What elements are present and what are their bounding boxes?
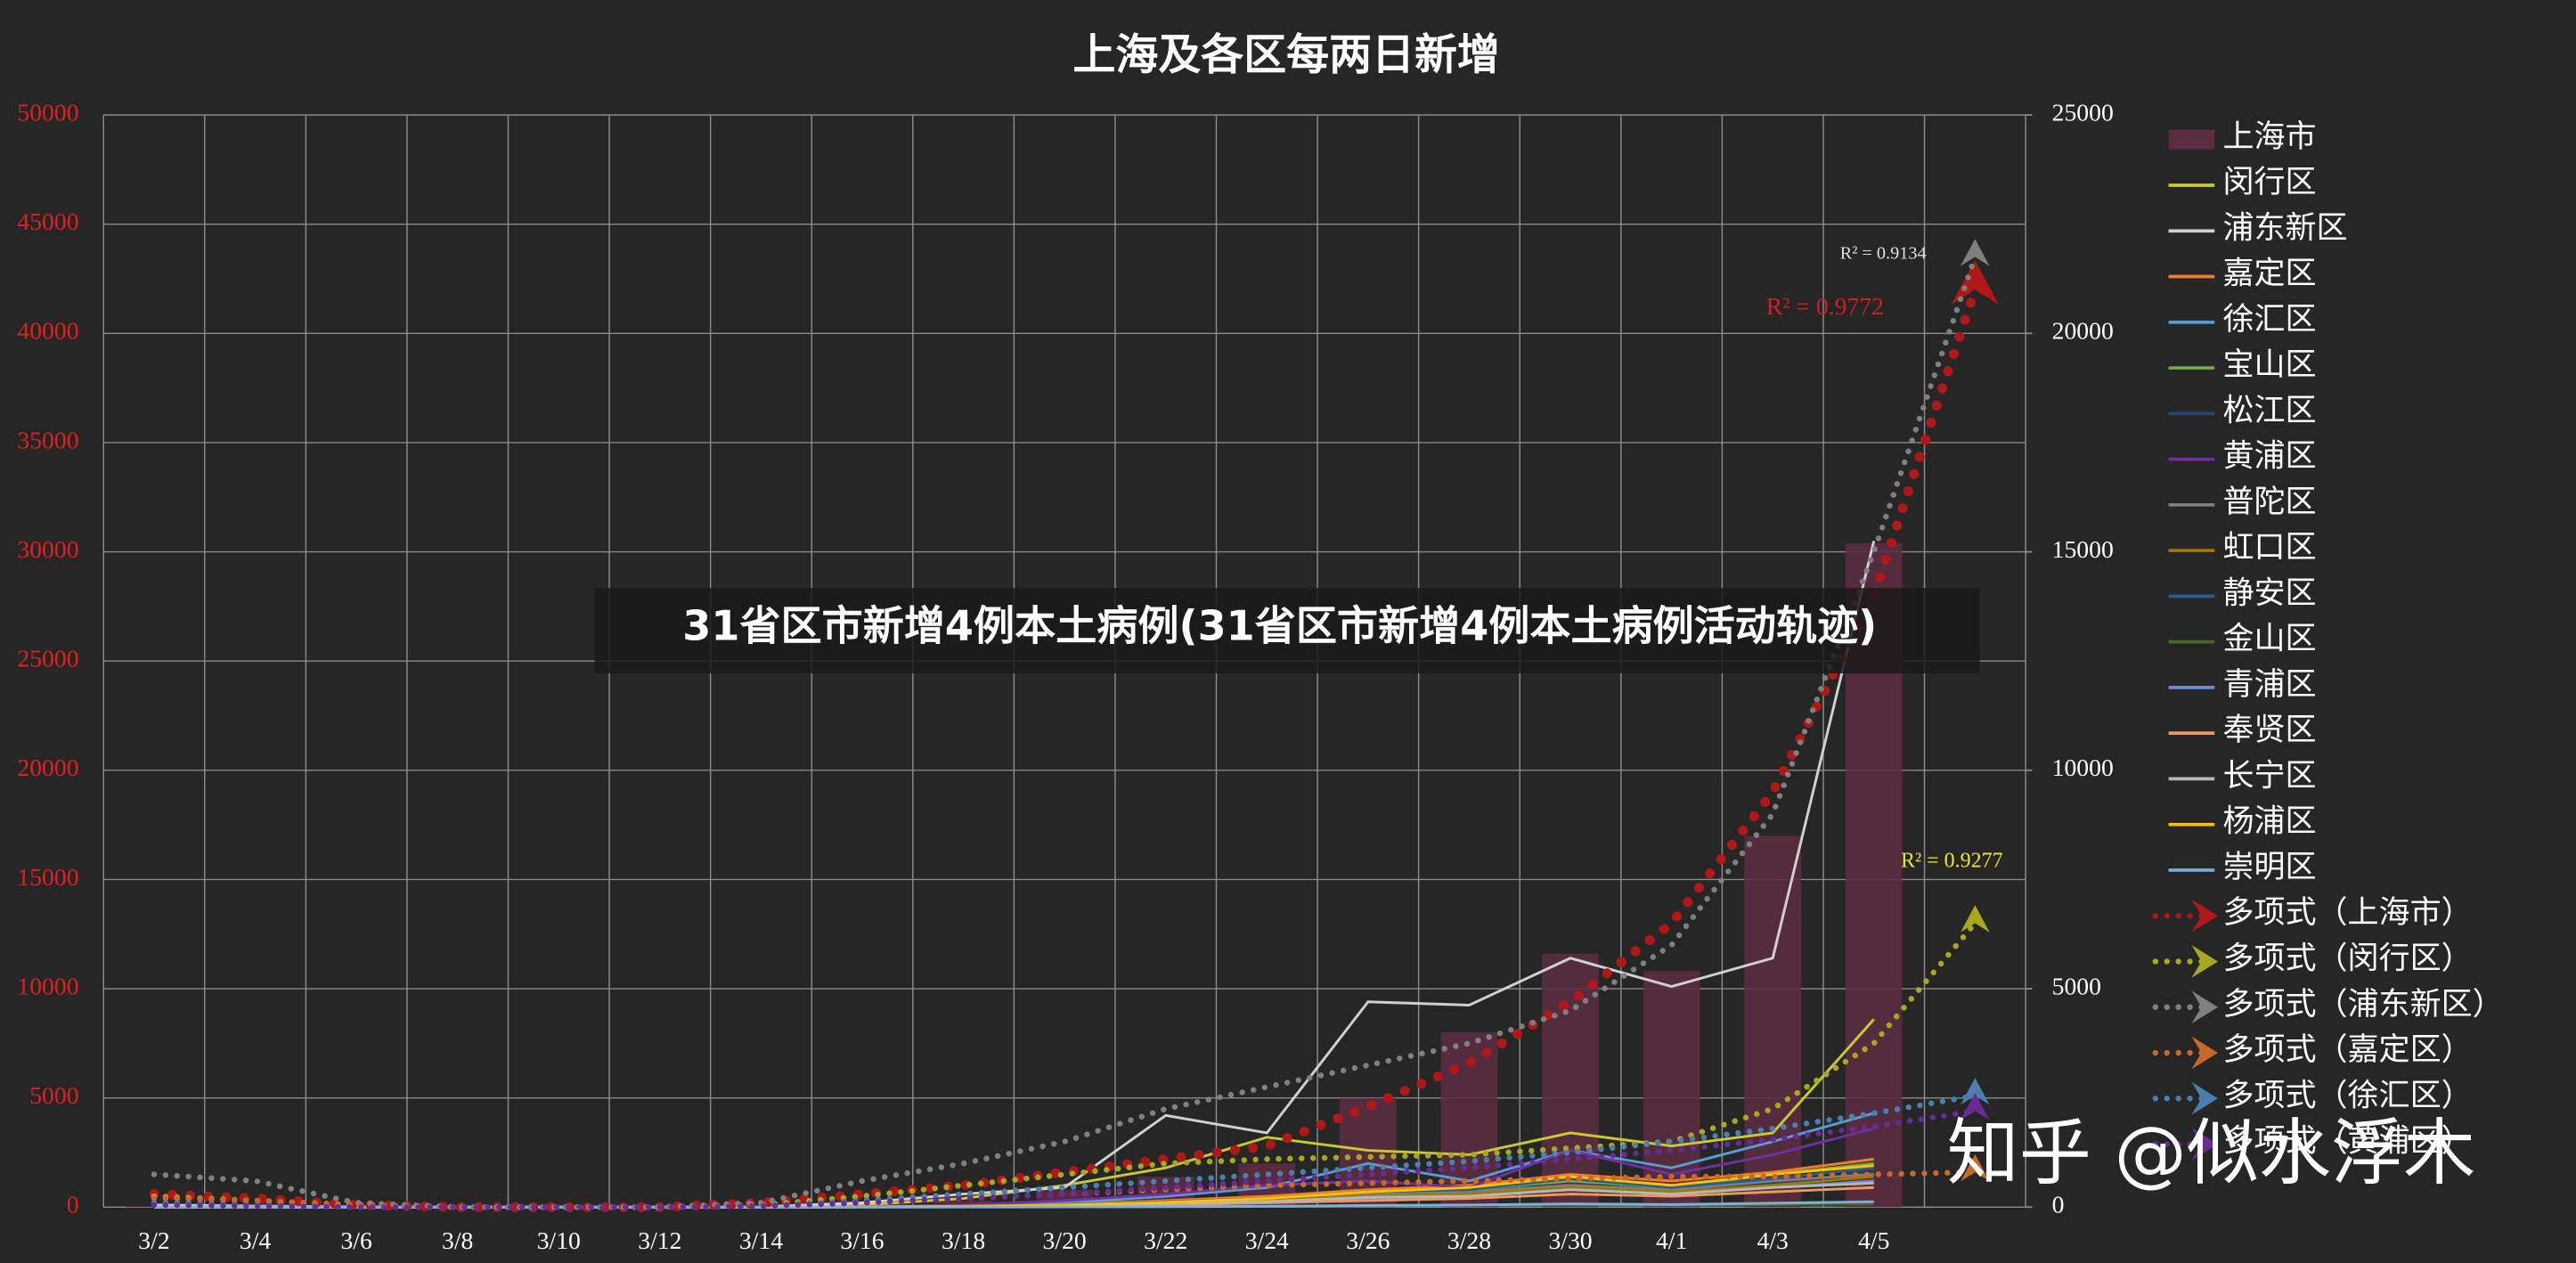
trend-arrow (1961, 905, 1990, 933)
watermark: 知乎 @似水浮木 (1947, 1112, 2476, 1195)
bar (1542, 953, 1599, 1208)
x-tick-label: 3/10 (537, 1226, 581, 1254)
legend-label: 多项式（嘉定区） (2222, 1032, 2472, 1067)
legend-label: 浦东新区 (2222, 210, 2347, 245)
legend-label: 多项式（黄浦区） (2222, 1124, 2472, 1159)
legend-label: 长宁区 (2222, 758, 2316, 793)
trend-arrow (1961, 1077, 1990, 1105)
y-tick-label: 30000 (17, 535, 78, 563)
legend-label: 青浦区 (2222, 667, 2316, 702)
legend-arrow (2191, 1036, 2218, 1070)
trend-arrow (1951, 260, 1999, 305)
y-tick-label: 0 (67, 1191, 79, 1218)
legend-label: 多项式（上海市） (2222, 895, 2472, 930)
y-tick-label: 35000 (17, 426, 78, 453)
annotation: R² = 0.9277 (1901, 850, 2003, 873)
legend-label: 奉贤区 (2222, 713, 2316, 747)
x-tick-label: 3/14 (739, 1226, 783, 1254)
y-tick-label: 15000 (17, 863, 78, 891)
x-tick-label: 3/20 (1043, 1226, 1087, 1254)
legend-label: 崇明区 (2222, 850, 2316, 884)
y-tick-label: 25000 (17, 645, 78, 672)
x-tick-label: 3/4 (240, 1226, 272, 1254)
y2-tick-label: 15000 (2052, 535, 2114, 563)
y-tick-label: 40000 (17, 317, 78, 345)
legend-arrow (2191, 945, 2218, 978)
trendline (151, 254, 1978, 1210)
legend-label: 嘉定区 (2222, 257, 2316, 291)
y2-tick-label: 5000 (2052, 972, 2101, 999)
legend-swatch (2168, 129, 2215, 150)
x-tick-label: 3/6 (340, 1226, 371, 1254)
y2-tick-label: 0 (2052, 1191, 2065, 1218)
legend-label: 黄浦区 (2222, 439, 2316, 474)
x-tick-label: 3/16 (840, 1226, 884, 1254)
banner: 31省区市新增4例本土病例(31省区市新增4例本土病例活动轨迹) (682, 602, 1877, 650)
y2-tick-label: 10000 (2052, 754, 2114, 781)
y-tick-label: 20000 (17, 754, 78, 781)
x-tick-label: 3/30 (1548, 1226, 1592, 1254)
legend-label: 杨浦区 (2222, 804, 2316, 839)
y-tick-label: 5000 (29, 1081, 78, 1109)
x-tick-label: 3/8 (442, 1226, 473, 1254)
legend-label: 金山区 (2222, 622, 2316, 656)
y-tick-label: 10000 (17, 972, 78, 999)
chart-title: 上海及各区每两日新增 (1072, 31, 1499, 80)
banner-bg (594, 588, 1980, 674)
x-tick-label: 3/26 (1346, 1226, 1390, 1254)
x-tick-label: 3/24 (1245, 1226, 1289, 1254)
legend-label: 多项式（浦东新区） (2222, 987, 2503, 1022)
legend-label: 虹口区 (2222, 530, 2316, 565)
legend-arrow (2191, 1081, 2218, 1115)
trendline (151, 1093, 1978, 1210)
y-tick-label: 50000 (17, 98, 78, 126)
trendline (151, 1108, 1978, 1210)
legend-label: 多项式（徐汇区） (2222, 1078, 2472, 1112)
legend-label: 上海市 (2222, 119, 2316, 154)
legend-label: 松江区 (2222, 393, 2316, 428)
legend-label: 多项式（闵行区） (2222, 941, 2472, 975)
legend-label: 普陀区 (2222, 485, 2316, 519)
legend-arrow (2191, 1128, 2218, 1161)
x-tick-label: 3/2 (138, 1226, 169, 1254)
legend-label: 静安区 (2222, 575, 2316, 610)
bar (1744, 835, 1801, 1208)
legend-label: 徐汇区 (2222, 302, 2316, 337)
legend-label: 闵行区 (2222, 165, 2316, 200)
legend-arrow (2191, 990, 2218, 1024)
annotation: R² = 0.9772 (1766, 292, 1884, 320)
annotation: R² = 0.9134 (1840, 243, 1927, 263)
x-tick-label: 4/3 (1757, 1226, 1789, 1254)
y2-tick-label: 25000 (2052, 98, 2114, 126)
trend-arrow (1961, 1153, 1990, 1182)
trend-arrow (1961, 1093, 1990, 1120)
trendline (149, 284, 1980, 1212)
y-tick-label: 45000 (17, 208, 78, 235)
legend-label: 宝山区 (2222, 347, 2316, 382)
legend-arrow (2191, 899, 2218, 933)
x-tick-label: 3/12 (638, 1226, 681, 1254)
x-tick-label: 4/1 (1656, 1226, 1687, 1254)
x-tick-label: 3/22 (1144, 1226, 1187, 1254)
x-tick-label: 4/5 (1858, 1226, 1889, 1254)
x-tick-label: 3/18 (942, 1226, 985, 1254)
trend-arrow (1961, 239, 1990, 266)
x-tick-label: 3/28 (1447, 1226, 1491, 1254)
y2-tick-label: 20000 (2052, 317, 2114, 345)
